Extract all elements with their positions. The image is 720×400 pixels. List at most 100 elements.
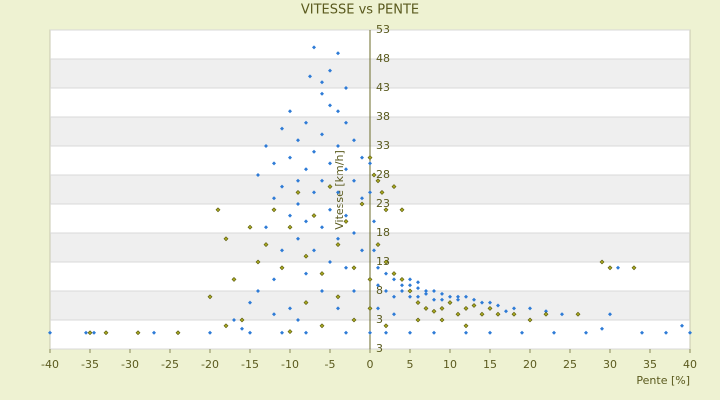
y-tick-label: 33 — [376, 139, 390, 152]
x-tick-label: -15 — [241, 358, 259, 371]
scatter-point — [352, 289, 356, 293]
scatter-point — [368, 161, 372, 166]
scatter-point — [544, 309, 548, 314]
scatter-point — [512, 306, 516, 311]
scatter-point — [263, 242, 269, 248]
scatter-point — [528, 306, 532, 311]
scatter-point — [328, 161, 332, 166]
scatter-point — [304, 330, 308, 335]
scatter-point — [304, 271, 308, 276]
scatter-point — [448, 294, 452, 299]
scatter-point — [135, 330, 141, 336]
scatter-point — [600, 326, 604, 331]
scatter-point — [608, 312, 612, 317]
y-tick-label: 23 — [376, 197, 390, 210]
scatter-point — [103, 330, 109, 336]
scatter-point — [616, 265, 620, 270]
scatter-point — [320, 178, 324, 183]
x-tick-label: 15 — [483, 358, 497, 371]
scatter-point — [320, 289, 324, 293]
scatter-point — [280, 248, 284, 253]
scatter-point — [399, 276, 405, 282]
scatter-point — [311, 213, 317, 219]
x-tick-label: 35 — [643, 358, 657, 371]
scatter-point — [344, 265, 348, 270]
scatter-point — [487, 305, 493, 311]
scatter-point — [456, 297, 460, 302]
scatter-point — [280, 126, 284, 131]
scatter-point — [479, 311, 485, 317]
scatter-point — [520, 330, 524, 335]
scatter-point — [472, 297, 476, 302]
scatter-point — [372, 248, 376, 253]
scatter-point — [372, 219, 376, 224]
scatter-point — [264, 144, 268, 148]
scatter-point — [303, 300, 309, 306]
scatter-point — [408, 277, 412, 282]
y-tick-label: 8 — [376, 284, 383, 297]
x-tick-label: -10 — [281, 358, 299, 371]
scatter-point — [255, 259, 261, 265]
scatter-point — [431, 308, 437, 314]
scatter-point — [375, 242, 381, 248]
scatter-point — [391, 271, 397, 277]
scatter-point — [423, 305, 429, 311]
scatter-point — [376, 265, 380, 270]
scatter-point — [351, 265, 357, 271]
scatter-point — [408, 294, 412, 299]
x-tick-label: 30 — [603, 358, 617, 371]
scatter-point — [391, 184, 397, 190]
scatter-point — [480, 300, 484, 305]
x-tick-label: 40 — [683, 358, 697, 371]
scatter-point — [287, 329, 293, 335]
scatter-point — [488, 330, 492, 335]
x-tick-label: -20 — [201, 358, 219, 371]
scatter-point — [640, 330, 644, 335]
scatter-point — [256, 173, 260, 177]
scatter-point — [383, 259, 389, 265]
scatter-point — [296, 178, 300, 183]
scatter-point — [384, 289, 388, 293]
scatter-point — [415, 300, 421, 306]
scatter-point — [280, 330, 284, 335]
scatter-point — [371, 172, 377, 178]
scatter-point — [440, 297, 444, 302]
scatter-point — [680, 323, 684, 328]
scatter-point — [335, 242, 341, 248]
scatter-point — [439, 305, 445, 311]
scatter-point — [344, 120, 348, 125]
scatter-point — [232, 318, 236, 322]
scatter-point — [360, 155, 364, 160]
scatter-point — [312, 149, 316, 154]
scatter-point — [463, 323, 469, 329]
scatter-point — [367, 155, 373, 161]
scatter-point — [272, 196, 276, 201]
scatter-point — [336, 109, 340, 114]
scatter-point — [424, 291, 428, 296]
scatter-point — [336, 144, 340, 148]
scatter-point — [256, 289, 260, 293]
scatter-point — [664, 330, 668, 335]
scatter-point — [344, 213, 348, 218]
scatter-point — [215, 207, 221, 213]
scatter-point — [295, 189, 301, 195]
scatter-point — [408, 330, 412, 335]
scatter-point — [248, 330, 252, 335]
scatter-point — [288, 213, 292, 218]
scatter-point — [352, 231, 356, 235]
scatter-point — [399, 207, 405, 213]
scatter-point — [400, 283, 404, 288]
scatter-point — [552, 330, 556, 335]
scatter-point — [376, 306, 380, 311]
scatter-point — [312, 248, 316, 253]
scatter-point — [328, 207, 332, 212]
scatter-point — [488, 300, 492, 305]
scatter-point — [360, 196, 364, 201]
scatter-point — [223, 323, 229, 329]
scatter-point — [308, 74, 312, 79]
scatter-point — [288, 109, 292, 114]
scatter-point — [367, 305, 373, 311]
scatter-point — [384, 271, 388, 276]
scatter-point — [447, 300, 453, 306]
